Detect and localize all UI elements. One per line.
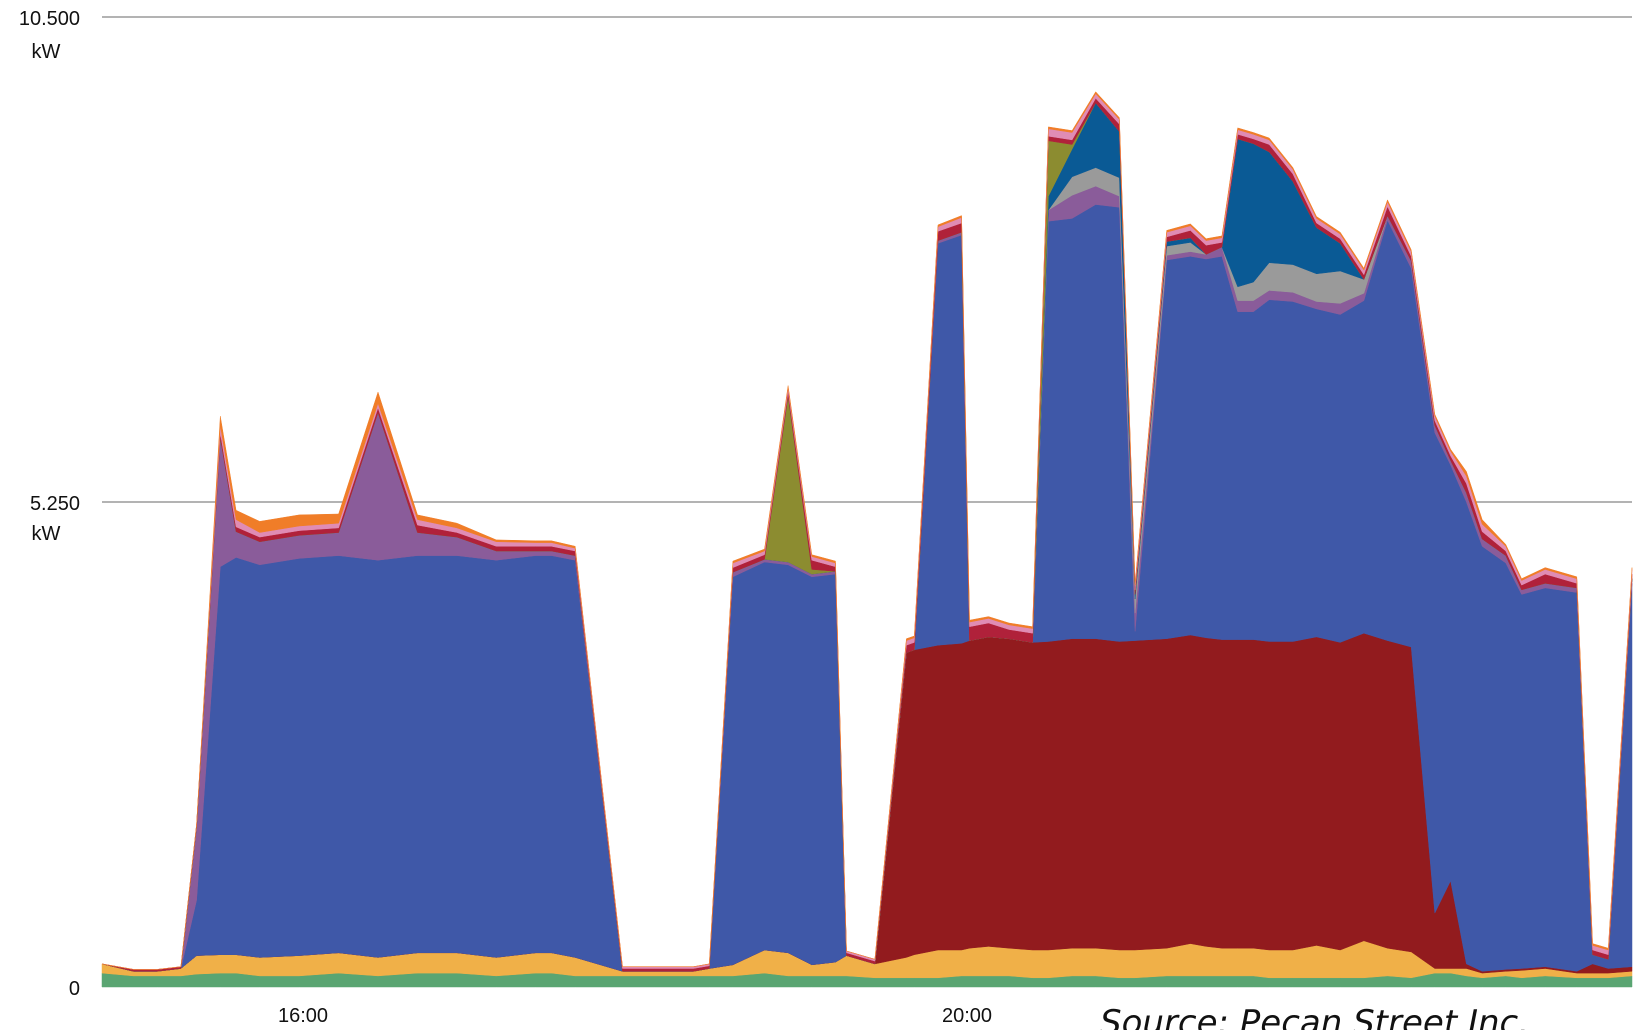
y-axis-labels: 10.500 kW 5.250 kW 0 [19,8,80,1000]
y-tick-unit-middle: kW [32,523,61,545]
source-credit: Source: Pecan Street Inc. [1100,1003,1529,1030]
y-tick-label-zero: 0 [69,978,80,1000]
y-tick-unit-top: kW [32,41,61,63]
x-tick-label-1600: 16:00 [278,1005,328,1027]
y-tick-label-top: 10.500 [19,8,80,30]
y-tick-label-middle: 5.250 [30,493,80,515]
x-tick-label-2000: 20:00 [942,1005,992,1027]
area-series-group [101,91,1633,988]
area-series-11 [101,91,1633,970]
x-axis-labels: 16:00 20:00 [278,1005,992,1027]
